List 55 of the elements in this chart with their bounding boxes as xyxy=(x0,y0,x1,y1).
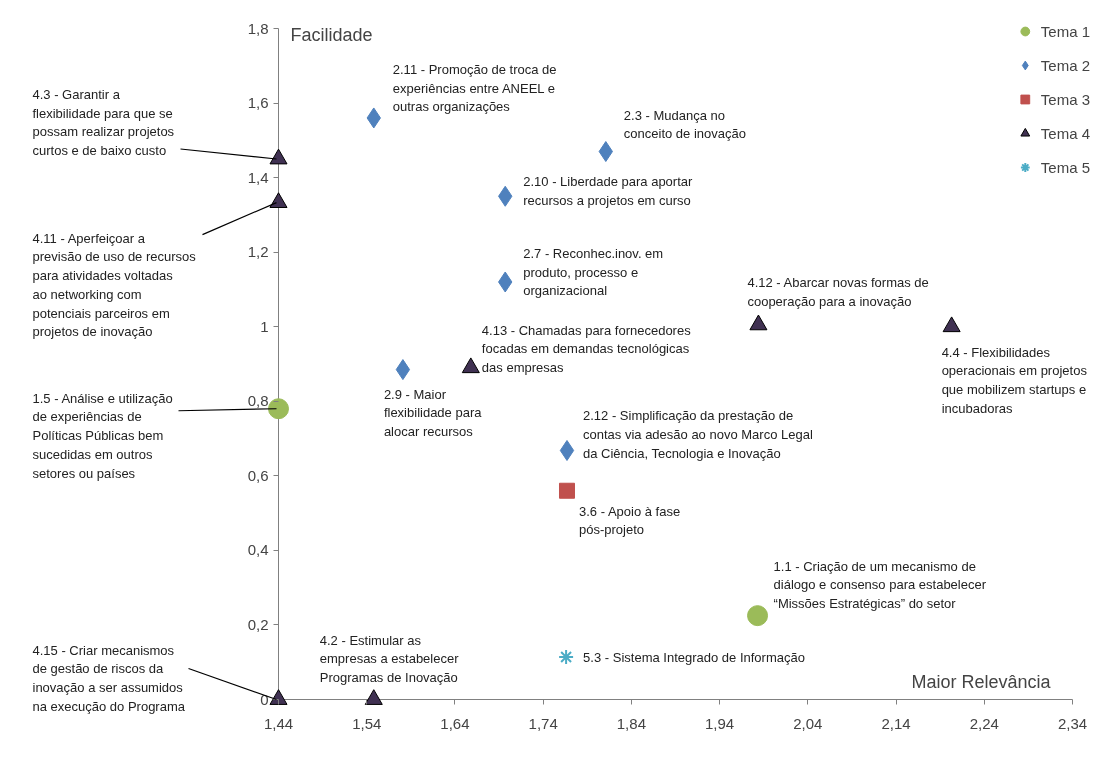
x-axis-title: Maior Relevância xyxy=(911,671,1052,692)
x-tick-label: 1,44 xyxy=(263,714,294,732)
y-tick-label: 1,8 xyxy=(247,19,269,37)
point xyxy=(461,357,480,374)
y-tick-label: 1 xyxy=(260,317,269,335)
annotation: 2.9 - Maior flexibilidade para alocar recursos xyxy=(383,386,483,440)
point xyxy=(268,398,289,420)
annotation: 4.13 - Chamadas para fornecedores focadas em demandas tecnológicas das empresas xyxy=(481,322,692,376)
x-tick-label: 2,34 xyxy=(1057,714,1088,732)
y-tick-label: 1,6 xyxy=(247,94,269,112)
point xyxy=(749,314,768,331)
annotation: 2.12 - Simplificação da prestação de contas via adesão ao novo Marco Legal da Ciência, Tecnologia e Inovação xyxy=(582,408,813,461)
annotation: 4.15 - Criar mecanismos de gestão de riscos da inovação a ser assumidos na execução do Programa xyxy=(32,642,186,714)
x-tick-label: 1,54 xyxy=(352,714,382,732)
point xyxy=(559,439,575,461)
annotation: 2.11 - Promoção de troca de experiências entre ANEEL e outras organizações xyxy=(392,61,557,115)
y-tick-label: 0,4 xyxy=(247,541,269,559)
x-tick-label: 1,84 xyxy=(616,714,646,732)
annotation: 4.12 - Abarcar novas formas de cooperação para a inovação xyxy=(747,274,929,309)
annotation: 2.10 - Liberdade para aportar recursos a projetos em curso xyxy=(523,174,694,208)
legend-label: Tema 5 xyxy=(1040,158,1090,176)
x-tick-label: 2,14 xyxy=(881,714,911,732)
annotation: 4.11 - Aperfeiçoar a previsão de uso de recursos para atividades voltadas ao networking com potenciais parceiros em projetos de inovação xyxy=(32,230,197,340)
annotation: 2.7 - Reconhec.inov. em produto, processo e organizacional xyxy=(523,245,664,299)
annotation: 1.5 - Análise e utilização de experiências de Políticas Públicas bem sucedidas em outros setores ou países xyxy=(32,390,173,481)
x-tick-label: 1,94 xyxy=(705,714,735,732)
annotation: 4.2 - Estimular as empresas a estabelecer Programas de Inovação xyxy=(319,632,460,685)
annotation: 4.4 - Flexibilidades operacionais em projetos que mobilizem startups e incubadoras xyxy=(941,344,1088,416)
annotation: 3.6 - Apoio à fase pós-projeto xyxy=(578,503,681,538)
y-tick-label: 0 xyxy=(260,690,269,708)
y-tick-label: 0,8 xyxy=(247,392,269,410)
annotation: 4.3 - Garantir a flexibilidade para que se possam realizar projetos curtos e de baixo custo xyxy=(32,86,175,159)
legend-label: Tema 4 xyxy=(1040,124,1090,142)
y-axis-title: Facilidade xyxy=(290,24,373,45)
annotation: 1.1 - Criação de um mecanismo de diálogo e consenso para estabelecer “Missões Estratégicas” do setor xyxy=(773,558,987,612)
point xyxy=(558,482,575,499)
legend-label: Tema 1 xyxy=(1040,22,1090,40)
point xyxy=(747,605,769,627)
x-tick-label: 1,64 xyxy=(440,714,470,732)
y-tick-label: 1,2 xyxy=(247,243,269,261)
y-tick-label: 0,2 xyxy=(247,615,269,633)
x-tick-label: 2,24 xyxy=(969,714,999,732)
legend-label: Tema 2 xyxy=(1040,56,1090,74)
point xyxy=(942,316,961,333)
point xyxy=(364,689,383,705)
y-tick-label: 0,6 xyxy=(247,466,269,484)
y-tick-label: 1,4 xyxy=(247,168,269,186)
point xyxy=(395,359,411,381)
annotation: 5.3 - Sistema Integrado de Informação xyxy=(583,650,805,665)
point xyxy=(269,689,288,705)
x-tick-label: 2,04 xyxy=(793,714,823,732)
point xyxy=(558,649,575,665)
annotation: 2.3 - Mudança no conceito de inovação xyxy=(623,107,746,142)
legend-label: Tema 3 xyxy=(1040,90,1090,108)
x-tick-label: 1,74 xyxy=(528,714,558,732)
